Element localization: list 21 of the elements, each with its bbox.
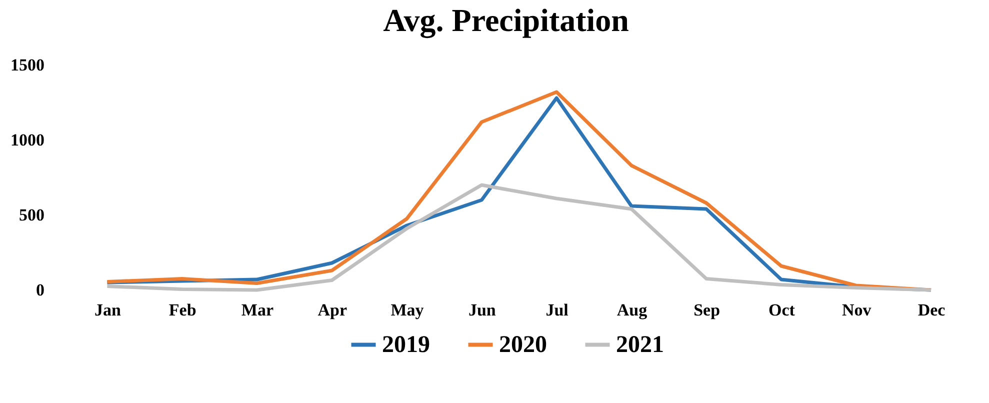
- x-tick-label: Aug: [616, 300, 648, 320]
- x-tick-label: Jun: [468, 300, 496, 320]
- x-tick-label: Mar: [241, 300, 274, 320]
- y-tick-label: 1000: [10, 130, 44, 150]
- y-tick-label: 0: [36, 280, 44, 300]
- x-tick-label: Jul: [546, 300, 569, 320]
- chart-title: Avg. Precipitation: [383, 2, 630, 39]
- x-tick-label: Sep: [694, 300, 720, 320]
- x-tick-label: Nov: [842, 300, 872, 320]
- legend-label: 2020: [499, 332, 547, 358]
- line-series: [105, 183, 933, 292]
- x-tick-label: May: [390, 300, 424, 320]
- legend-label: 2019: [382, 332, 430, 358]
- x-tick-label: Jan: [94, 300, 122, 320]
- legend-label: 2021: [616, 332, 664, 358]
- y-tick-label: 500: [19, 206, 44, 224]
- y-tick-label: 1500: [10, 56, 44, 74]
- x-tick-label: Apr: [318, 300, 348, 320]
- x-tick-label: Oct: [768, 300, 796, 320]
- x-tick-label: Dec: [918, 300, 946, 320]
- x-tick-label: Feb: [168, 300, 196, 320]
